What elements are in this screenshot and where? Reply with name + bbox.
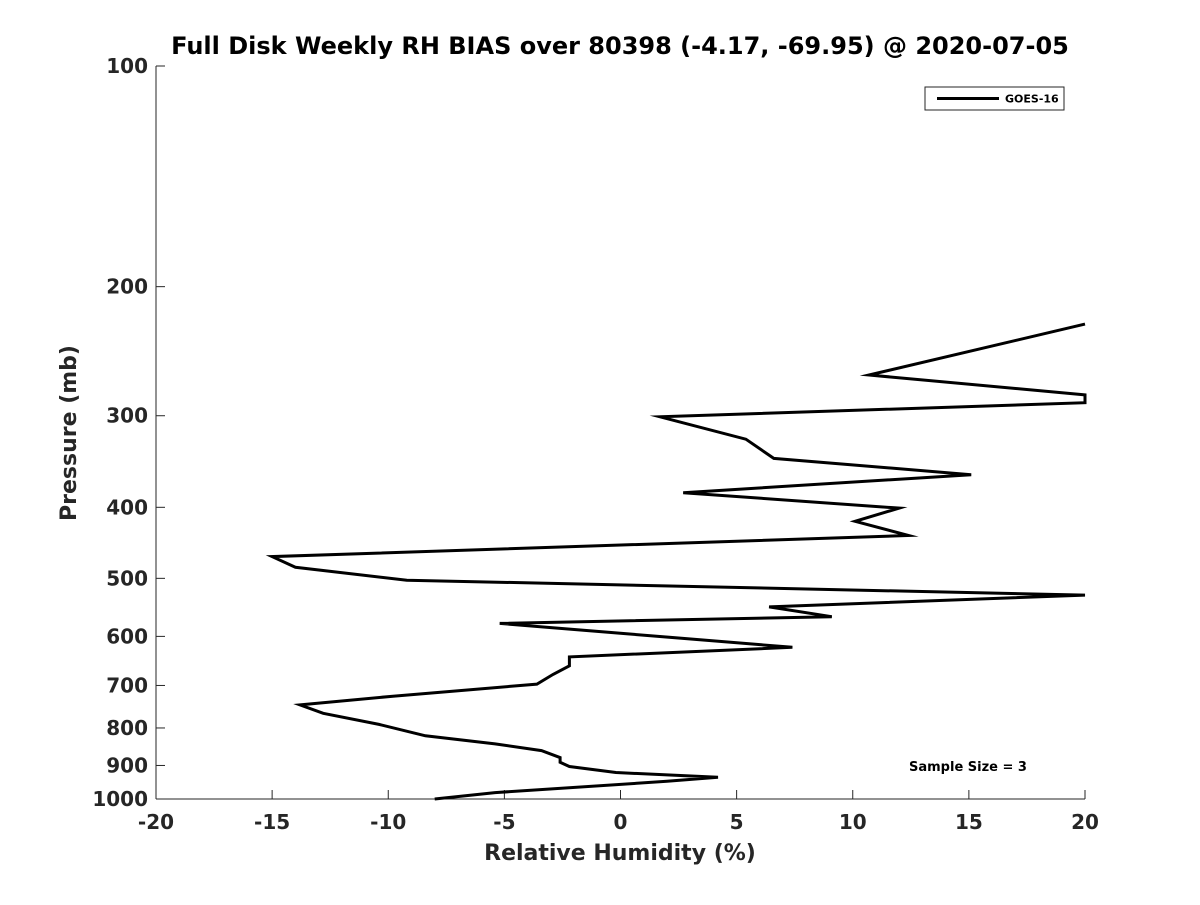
- x-tick-label: 20: [1071, 810, 1099, 834]
- y-tick-label: 800: [106, 716, 148, 740]
- y-axis-label: Pressure (mb): [57, 345, 82, 521]
- legend: GOES-16: [924, 86, 1065, 111]
- y-tick-label: 200: [106, 275, 148, 299]
- y-tick-label: 900: [106, 753, 148, 777]
- y-tick-label: 600: [106, 624, 148, 648]
- x-tick-label: 15: [955, 810, 983, 834]
- y-tick-label: 300: [106, 404, 148, 428]
- axes: -20 -15 -10 -5 0 5 10 15 20 100 200 300 400 500 600 700…: [92, 54, 1099, 834]
- series-line-goes-16: [265, 322, 1087, 801]
- y-tick-label: 700: [106, 673, 148, 697]
- x-tick-label: -5: [493, 810, 515, 834]
- y-tick-label: 1000: [92, 787, 148, 811]
- x-tick-label: 10: [839, 810, 867, 834]
- x-axis-label: Relative Humidity (%): [484, 841, 756, 866]
- x-tick-label: -15: [254, 810, 290, 834]
- x-tick-label: -10: [370, 810, 406, 834]
- x-tick-label: 0: [614, 810, 628, 834]
- y-tick-label: 400: [106, 495, 148, 519]
- series-group: [265, 322, 1087, 801]
- y-tick-label: 500: [106, 566, 148, 590]
- x-tick-label: 5: [730, 810, 744, 834]
- x-tick-label: -20: [138, 810, 174, 834]
- legend-label: GOES-16: [1005, 93, 1059, 106]
- sample-size-annotation: Sample Size = 3: [909, 760, 1027, 775]
- y-tick-label: 100: [106, 54, 148, 78]
- chart-title: Full Disk Weekly RH BIAS over 80398 (-4.…: [171, 32, 1069, 60]
